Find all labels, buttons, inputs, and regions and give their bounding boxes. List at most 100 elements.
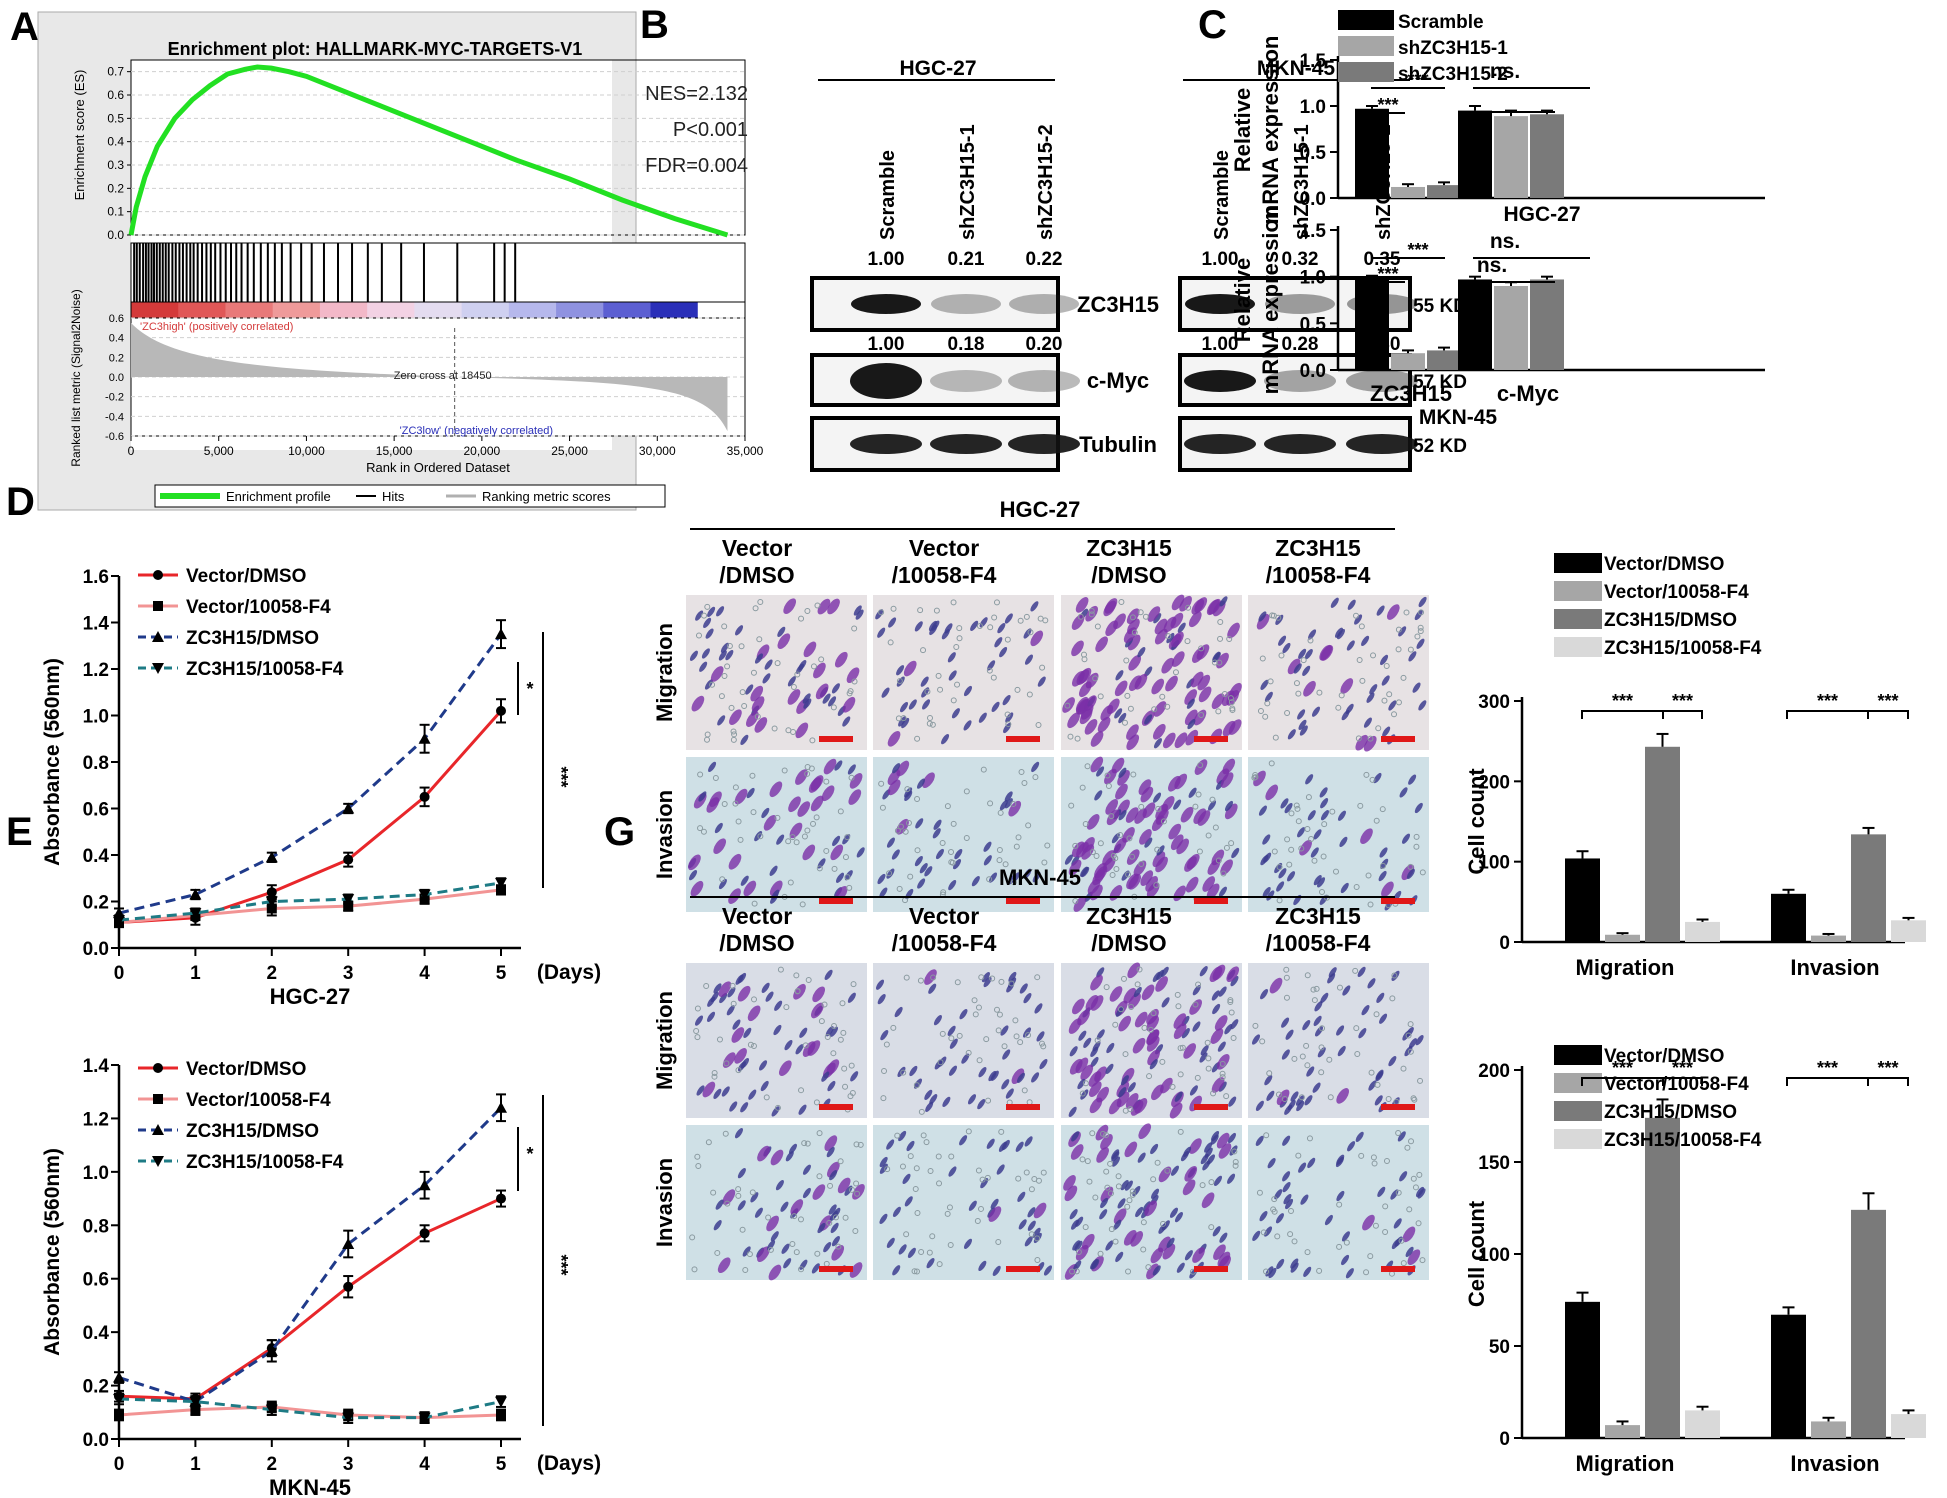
cell-blob xyxy=(1258,611,1267,622)
cell-blob xyxy=(1182,1179,1196,1196)
membrane-pore xyxy=(1310,986,1317,993)
cell-blob xyxy=(1095,1124,1109,1141)
membrane-pore xyxy=(1129,614,1136,621)
membrane-pore xyxy=(846,884,853,891)
membrane-pore xyxy=(1172,669,1179,676)
membrane-pore xyxy=(998,1128,1005,1135)
series-line xyxy=(118,881,502,922)
membrane-pore xyxy=(1130,771,1137,778)
cell-blob xyxy=(898,1244,907,1255)
membrane-pore xyxy=(709,681,716,688)
membrane-pore xyxy=(1124,692,1131,699)
legend-label: Vector/10058-F4 xyxy=(1604,1074,1749,1095)
series-line xyxy=(118,888,502,924)
membrane-pore xyxy=(884,1166,891,1173)
membrane-pore xyxy=(924,688,931,695)
cell-blob xyxy=(1000,1025,1009,1036)
cell-blob xyxy=(1115,1251,1124,1263)
cell-blob xyxy=(769,880,783,897)
membrane-pore xyxy=(936,1180,943,1187)
quant-cmyc: 1.00 xyxy=(1202,334,1239,355)
membrane-pore xyxy=(1298,1094,1305,1101)
membrane-pore xyxy=(1199,1182,1206,1189)
membrane-pore xyxy=(1010,800,1017,807)
cell-blob xyxy=(1282,642,1291,654)
membrane-pore xyxy=(1177,1128,1184,1135)
membrane-pore xyxy=(1002,861,1009,868)
membrane-pore xyxy=(1089,1130,1096,1137)
cell-blob xyxy=(898,1130,907,1142)
cell-blob xyxy=(713,1088,722,1099)
membrane-pore xyxy=(1107,1190,1114,1197)
membrane-pore xyxy=(1318,1044,1325,1051)
membrane-pore xyxy=(1037,615,1044,622)
low-corr-label: 'ZC3low' (negatively correlated) xyxy=(400,425,553,437)
series-line xyxy=(118,1197,502,1401)
cell-blob xyxy=(1036,1031,1045,1042)
cell-blob xyxy=(951,708,960,719)
membrane-pore xyxy=(1223,1093,1230,1100)
rank-color-band xyxy=(650,302,699,318)
membrane-pore xyxy=(965,1049,972,1056)
y-tick-label: 100 xyxy=(1478,1245,1510,1266)
y-tick-label: 1.6 xyxy=(83,567,109,588)
membrane-pore xyxy=(763,1094,770,1101)
cell-blob xyxy=(1355,734,1369,751)
cell-blob xyxy=(933,819,942,830)
cell-blob xyxy=(689,870,698,881)
membrane-pore xyxy=(880,1095,887,1102)
cell-blob xyxy=(892,1206,901,1217)
membrane-pore xyxy=(1363,771,1370,778)
membrane-pore xyxy=(694,1005,701,1012)
cell-blob xyxy=(750,685,764,702)
cell-blob xyxy=(1388,1056,1397,1067)
membrane-pore xyxy=(738,643,745,650)
membrane-pore xyxy=(1272,734,1279,741)
cell-blob xyxy=(896,818,909,835)
cell-blob xyxy=(1268,1267,1277,1279)
membrane-pore xyxy=(1015,834,1022,841)
cell-blob xyxy=(1211,1077,1225,1093)
membrane-pore xyxy=(1121,719,1128,726)
cell-blob xyxy=(1155,856,1168,873)
cell-blob xyxy=(778,1060,792,1076)
x-tick-label: 0 xyxy=(128,444,135,458)
rank-color-band xyxy=(272,302,321,318)
marker-triangle-down xyxy=(342,1412,355,1424)
cell-blob xyxy=(948,670,957,681)
kd-label: 52 KD xyxy=(1413,436,1467,457)
cell-blob xyxy=(907,1247,916,1258)
condition-label: Vector xyxy=(909,535,979,561)
cell-blob xyxy=(1229,1145,1238,1156)
legend-label: ZC3H15/10058-F4 xyxy=(1604,1130,1762,1151)
membrane-pore xyxy=(804,827,811,834)
membrane-pore xyxy=(1079,1156,1086,1163)
membrane-pore xyxy=(1092,1194,1099,1201)
cell-blob xyxy=(1113,1208,1127,1225)
membrane-pore xyxy=(1321,821,1328,828)
membrane-pore xyxy=(1419,869,1426,876)
cell-blob xyxy=(926,1257,935,1269)
cell-blob xyxy=(971,876,980,887)
cell-blob xyxy=(722,1052,736,1068)
panel-letter-g: G xyxy=(604,810,635,854)
cell-blob xyxy=(737,1168,746,1179)
membrane-pore xyxy=(1299,1053,1306,1060)
cell-blob xyxy=(1337,810,1346,821)
cell-blob xyxy=(1153,613,1162,624)
cell-blob xyxy=(829,1170,838,1181)
cell-blob xyxy=(1199,966,1208,977)
bracket-line xyxy=(1867,710,1909,719)
marker-circle xyxy=(419,1228,430,1239)
cell-blob xyxy=(825,1026,834,1037)
cell-blob xyxy=(1072,671,1085,687)
membrane-pore xyxy=(989,975,996,982)
scale-bar xyxy=(1006,736,1040,742)
cell-blob xyxy=(1197,810,1211,826)
cell-blob xyxy=(1034,1003,1043,1014)
cell-blob xyxy=(1083,1037,1092,1048)
cell-blob xyxy=(1113,1219,1122,1230)
membrane-pore xyxy=(789,1240,796,1247)
membrane-pore xyxy=(996,857,1003,864)
membrane-pore xyxy=(837,808,844,815)
